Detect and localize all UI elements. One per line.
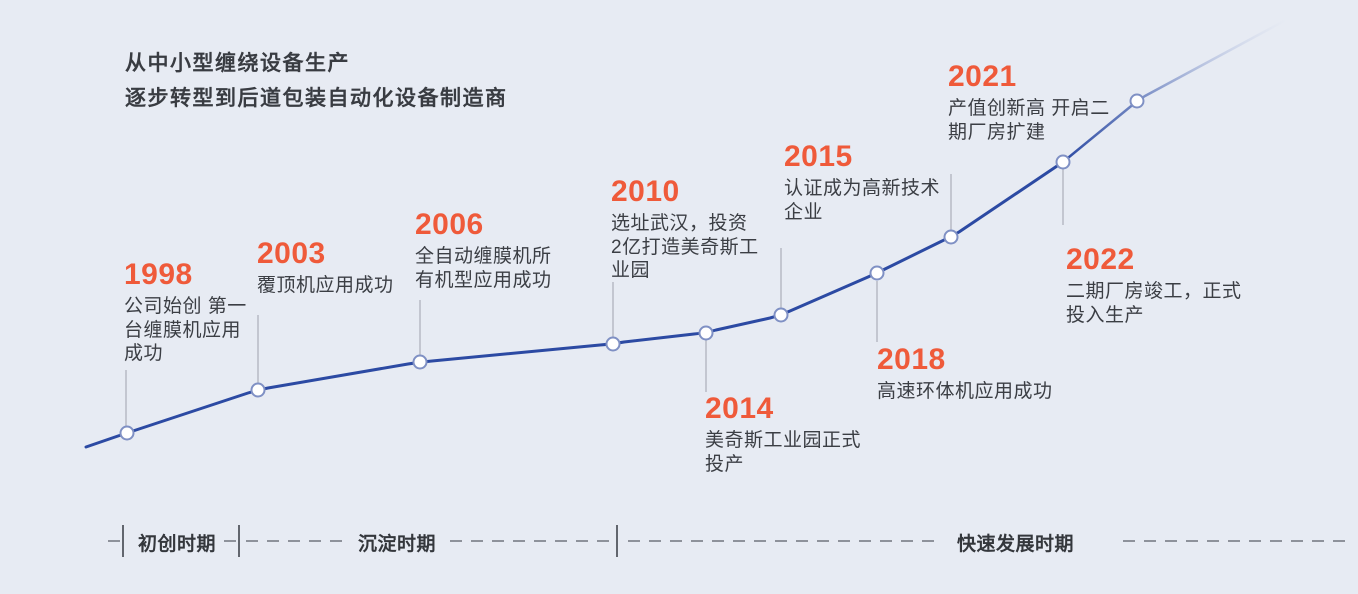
milestone-2015: 2015 认证成为高新技术 企业 bbox=[784, 141, 940, 224]
milestone-point-2006 bbox=[412, 354, 428, 370]
page-title: 从中小型缠绕设备生产 逐步转型到后道包装自动化设备制造商 bbox=[125, 46, 508, 116]
milestone-desc: 美奇斯工业园正式 投产 bbox=[705, 430, 862, 475]
milestone-year: 2006 bbox=[415, 208, 484, 241]
milestone-desc: 二期厂房竣工，正式 投入生产 bbox=[1066, 281, 1242, 326]
milestone-point-2015 bbox=[773, 307, 789, 323]
milestone-2010: 2010 选址武汉，投资 2亿打造美奇斯工 业园 bbox=[611, 176, 759, 283]
milestone-year: 2018 bbox=[877, 343, 946, 376]
milestone-point-1998 bbox=[119, 425, 135, 441]
milestone-2014: 2014 美奇斯工业园正式 投产 bbox=[705, 393, 861, 476]
milestone-desc: 高速环体机应用成功 bbox=[877, 381, 1053, 402]
phase-tick-3 bbox=[616, 525, 618, 557]
phase-tick-2 bbox=[238, 525, 240, 557]
phase-dash-segment bbox=[224, 540, 236, 542]
milestone-desc: 认证成为高新技术 企业 bbox=[784, 178, 941, 223]
phase-dash-segment bbox=[628, 540, 934, 542]
milestone-2006: 2006 全自动缠膜机所 有机型应用成功 bbox=[415, 209, 552, 292]
milestone-year: 2010 bbox=[611, 175, 680, 208]
milestone-year: 2014 bbox=[705, 392, 774, 425]
phase-dash-segment bbox=[1123, 540, 1348, 542]
phase-label-consolidation: 沉淀时期 bbox=[358, 534, 437, 555]
phase-dash-segment bbox=[246, 540, 345, 542]
milestone-year: 2015 bbox=[784, 140, 853, 173]
milestone-year: 2021 bbox=[948, 60, 1017, 93]
phase-tick-1 bbox=[122, 525, 124, 557]
phase-label-startup: 初创时期 bbox=[138, 534, 217, 555]
page-title-line-2: 逐步转型到后道包装自动化设备制造商 bbox=[125, 87, 508, 110]
milestone-point-top bbox=[1129, 93, 1145, 109]
milestone-2022: 2022 二期厂房竣工，正式 投入生产 bbox=[1066, 244, 1242, 327]
milestone-2021: 2021 产值创新高 开启二 期厂房扩建 bbox=[948, 61, 1110, 144]
phase-label-rapid-growth: 快速发展时期 bbox=[957, 534, 1075, 555]
milestone-desc: 覆顶机应用成功 bbox=[257, 275, 394, 296]
phase-dash-segment bbox=[108, 540, 120, 542]
milestone-point-2003 bbox=[250, 382, 266, 398]
milestone-1998: 1998 公司始创 第一 台缠膜机应用 成功 bbox=[124, 259, 247, 366]
milestone-point-2022 bbox=[1055, 154, 1071, 170]
milestone-2018: 2018 高速环体机应用成功 bbox=[877, 344, 1053, 404]
milestone-point-2021 bbox=[943, 229, 959, 245]
milestone-year: 2003 bbox=[257, 237, 326, 270]
milestone-desc: 公司始创 第一 台缠膜机应用 成功 bbox=[124, 296, 247, 364]
milestone-2003: 2003 覆顶机应用成功 bbox=[257, 238, 394, 298]
milestone-year: 2022 bbox=[1066, 243, 1135, 276]
milestone-desc: 全自动缠膜机所 有机型应用成功 bbox=[415, 246, 552, 291]
phase-dash-segment bbox=[450, 540, 609, 542]
milestone-point-2018 bbox=[869, 265, 885, 281]
milestone-point-2014 bbox=[698, 325, 714, 341]
milestone-year: 1998 bbox=[124, 258, 193, 291]
milestone-desc: 选址武汉，投资 2亿打造美奇斯工 业园 bbox=[611, 213, 759, 281]
milestone-desc: 产值创新高 开启二 期厂房扩建 bbox=[948, 98, 1110, 143]
page-title-line-1: 从中小型缠绕设备生产 bbox=[125, 52, 350, 75]
milestone-point-2010 bbox=[605, 336, 621, 352]
